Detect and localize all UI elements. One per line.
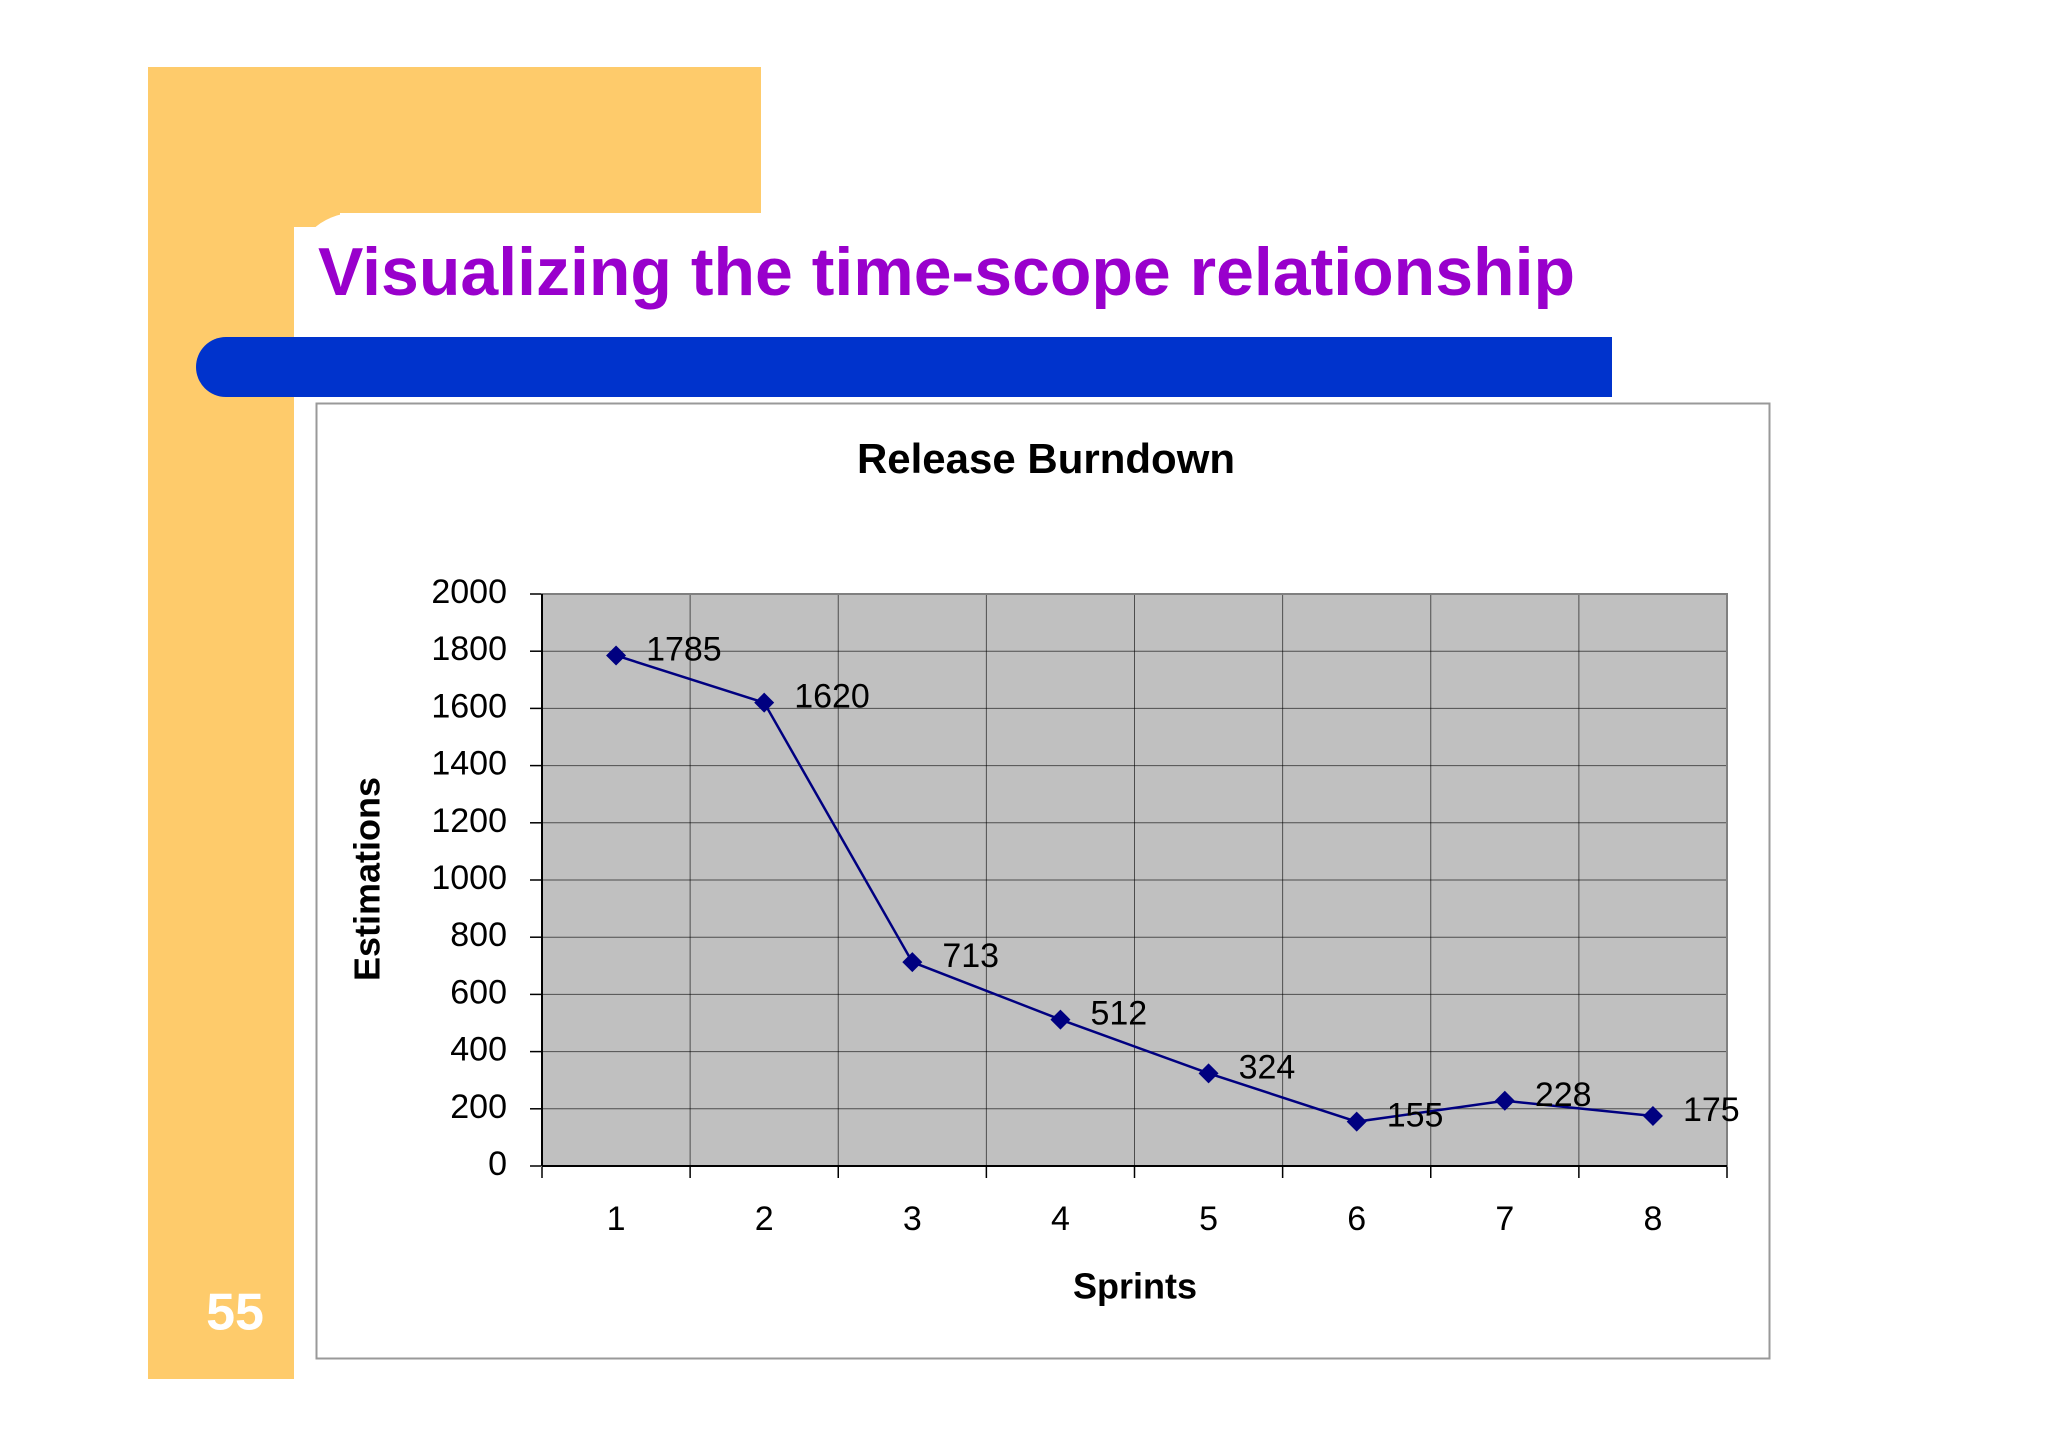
data-label: 713 xyxy=(942,937,999,975)
x-tick-label: 3 xyxy=(903,1200,922,1238)
data-point xyxy=(1198,1063,1219,1084)
data-label: 1620 xyxy=(794,678,870,716)
y-tick-label: 1600 xyxy=(431,687,507,725)
y-tick-label: 1400 xyxy=(431,745,507,783)
data-label: 1785 xyxy=(646,630,722,668)
y-tick-label: 2000 xyxy=(431,573,507,611)
x-tick-label: 5 xyxy=(1199,1200,1218,1238)
data-point xyxy=(606,645,627,666)
y-tick-label: 1800 xyxy=(431,630,507,668)
x-tick-label: 6 xyxy=(1347,1200,1366,1238)
title-bar-fill xyxy=(260,337,1612,397)
y-tick-label: 800 xyxy=(450,916,507,954)
page-number: 55 xyxy=(206,1284,264,1342)
data-label: 512 xyxy=(1090,995,1147,1033)
y-axis-title: Estimations xyxy=(347,777,388,981)
y-tick-label: 200 xyxy=(450,1088,507,1126)
slide-title: Visualizing the time-scope relationship xyxy=(318,234,1575,310)
data-label: 155 xyxy=(1387,1097,1444,1135)
y-tick-label: 1200 xyxy=(431,802,507,840)
content-area-fill xyxy=(340,213,2048,313)
data-point xyxy=(754,692,775,713)
x-tick-label: 2 xyxy=(755,1200,774,1238)
y-tick-label: 600 xyxy=(450,973,507,1011)
x-tick-label: 1 xyxy=(607,1200,626,1238)
x-tick-label: 4 xyxy=(1051,1200,1070,1238)
x-tick-label: 8 xyxy=(1643,1200,1662,1238)
data-label: 324 xyxy=(1239,1048,1296,1086)
data-point xyxy=(1346,1111,1367,1132)
data-point xyxy=(1494,1090,1515,1111)
data-label: 228 xyxy=(1535,1076,1592,1114)
y-tick-label: 0 xyxy=(488,1145,507,1183)
data-point xyxy=(1642,1105,1663,1126)
chart-title: Release Burndown xyxy=(857,435,1235,482)
x-tick-label: 7 xyxy=(1495,1200,1514,1238)
x-axis-title: Sprints xyxy=(1073,1266,1197,1307)
data-point xyxy=(1050,1009,1071,1030)
side-accent xyxy=(148,67,294,1379)
series-line xyxy=(615,654,1654,1123)
y-tick-label: 400 xyxy=(450,1031,507,1069)
data-label: 175 xyxy=(1683,1091,1740,1129)
y-tick-label: 1000 xyxy=(431,859,507,897)
data-point xyxy=(902,952,923,973)
